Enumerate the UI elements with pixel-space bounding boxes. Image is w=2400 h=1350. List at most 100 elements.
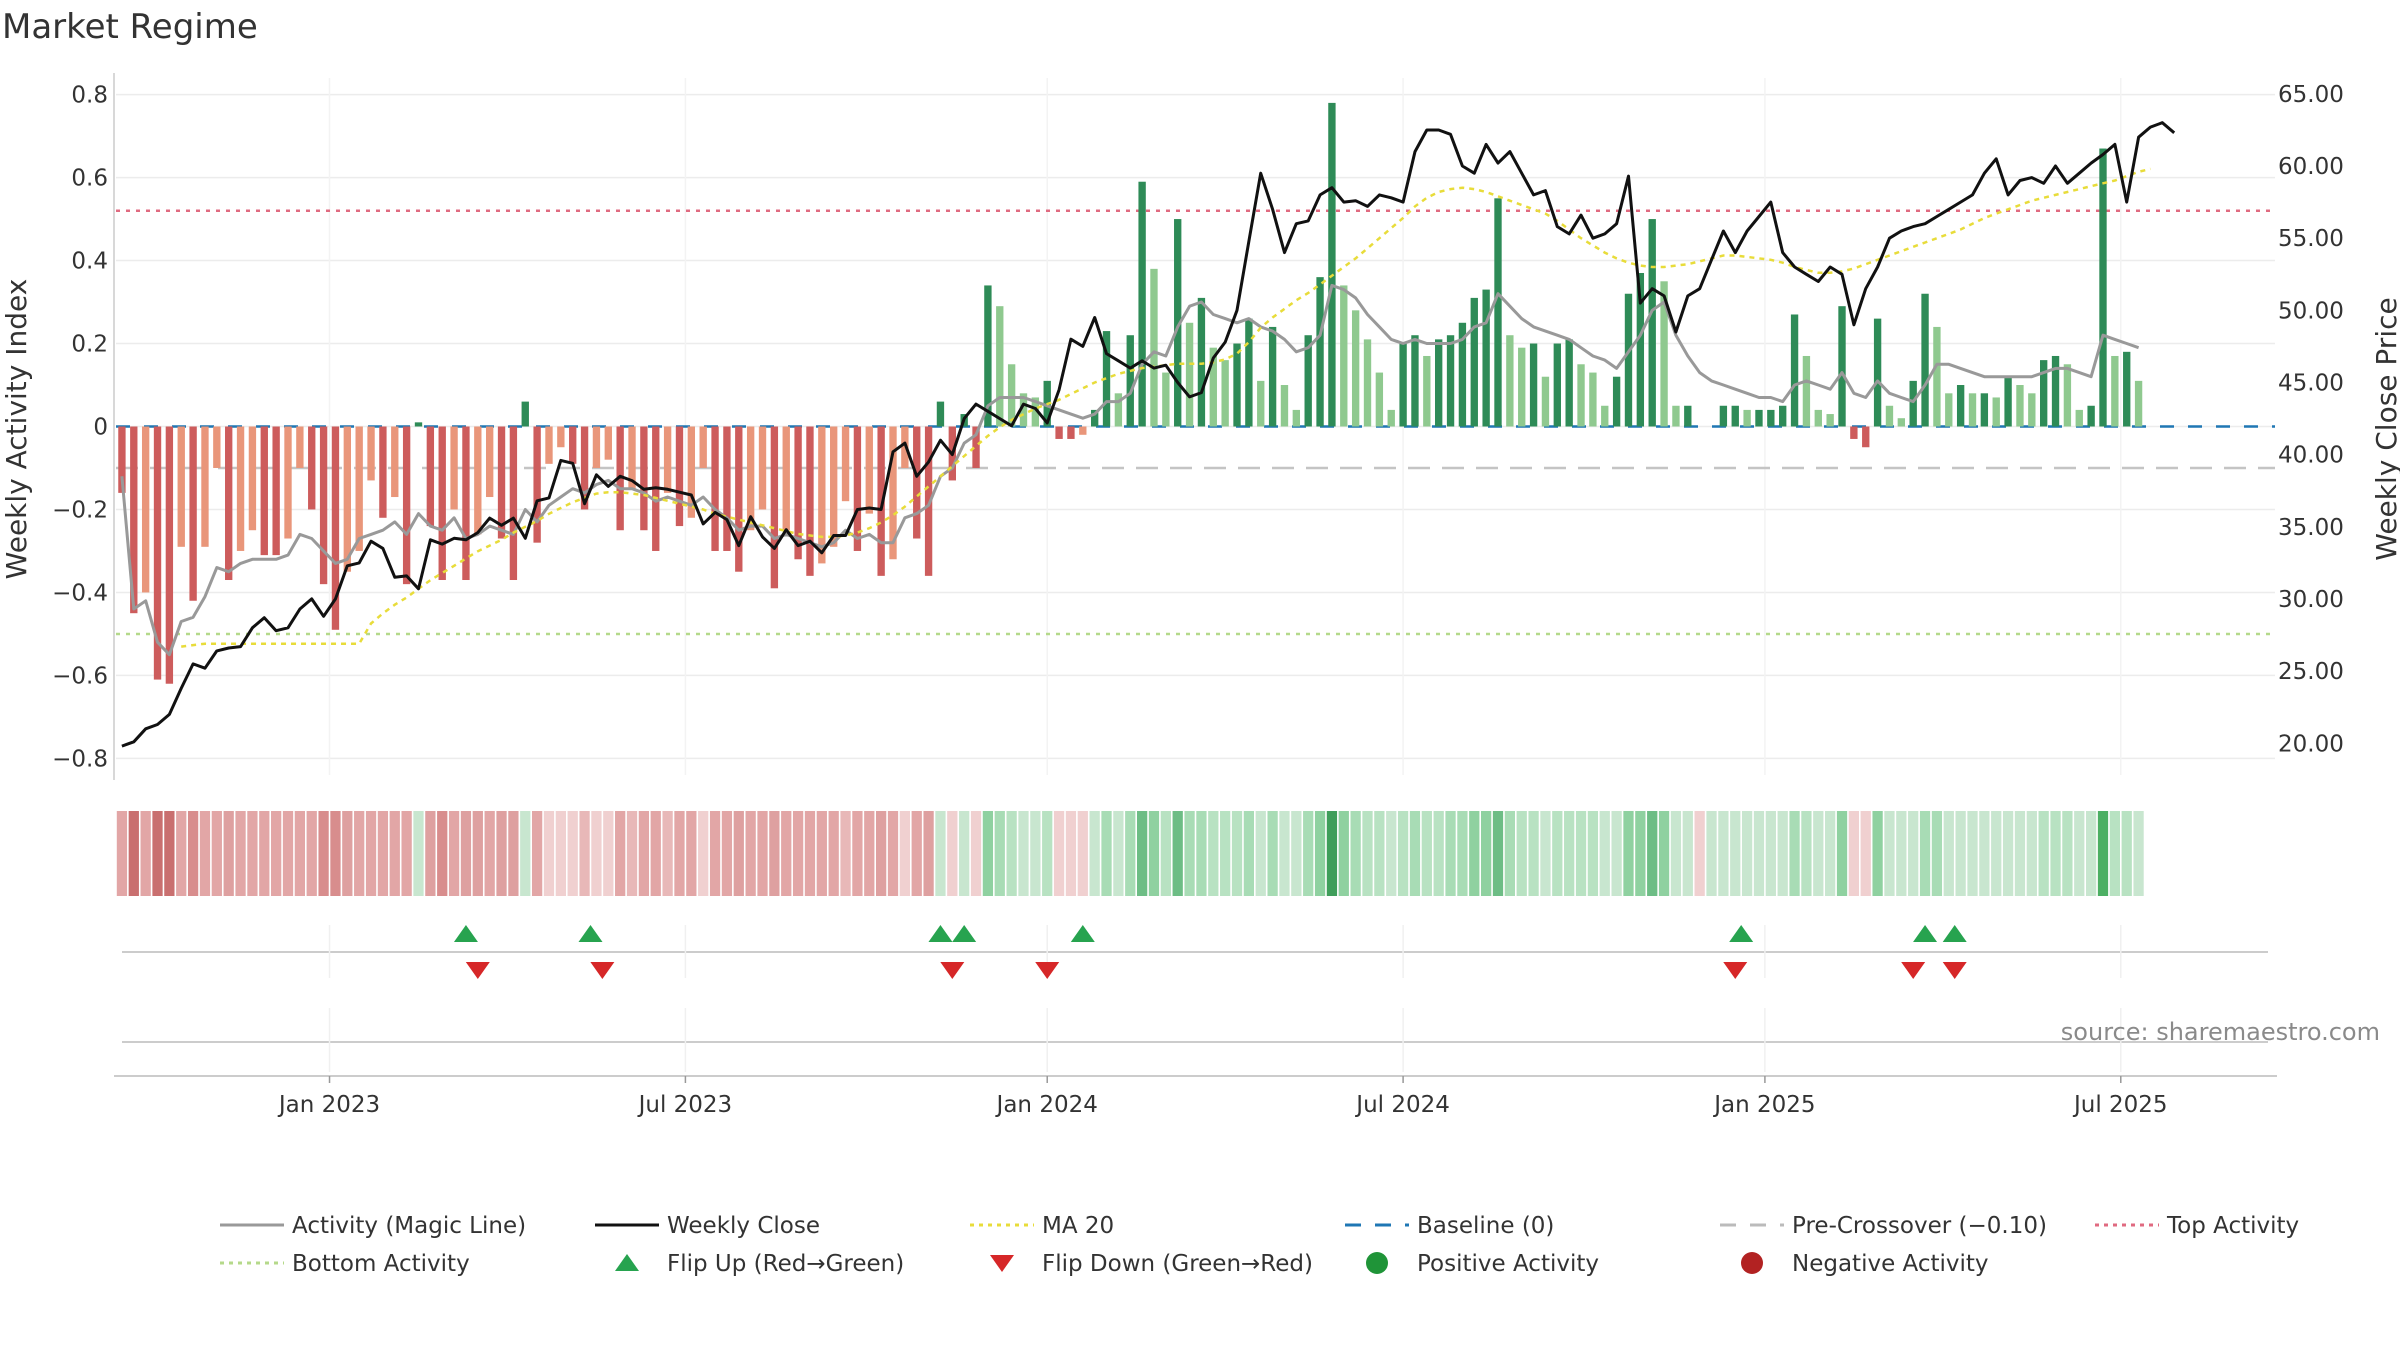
regime-cell xyxy=(2038,811,2049,896)
regime-cell xyxy=(1955,811,1966,896)
regime-cell xyxy=(211,811,222,896)
regime-cell xyxy=(579,811,590,896)
activity-bar xyxy=(1541,376,1550,427)
regime-cell xyxy=(116,811,128,896)
activity-bar xyxy=(1921,293,1929,427)
legend-label: Weekly Close xyxy=(667,1213,820,1239)
activity-bar xyxy=(1292,409,1301,427)
regime-cell xyxy=(757,811,768,896)
activity-bar xyxy=(1399,343,1407,427)
legend-item: Bottom Activity xyxy=(220,1251,470,1277)
activity-bar xyxy=(604,426,612,460)
activity-bar xyxy=(1565,339,1573,427)
y-right-tick-label: 50.00 xyxy=(2278,298,2344,324)
activity-bar xyxy=(1067,426,1075,439)
activity-bar xyxy=(213,426,221,468)
regime-cell xyxy=(1101,811,1112,896)
regime-cell xyxy=(1919,811,1931,896)
flip-down-marker xyxy=(590,962,615,979)
legend-label: MA 20 xyxy=(1042,1213,1114,1239)
regime-cell xyxy=(1552,811,1563,896)
regime-cell xyxy=(1160,811,1171,896)
activity-bar xyxy=(1933,326,1941,427)
regime-cell xyxy=(1789,811,1800,896)
activity-bar xyxy=(2099,148,2107,427)
activity-bar xyxy=(557,426,565,448)
y-left-tick-label: −0.2 xyxy=(52,497,108,523)
activity-bar xyxy=(1209,347,1217,427)
series-lines xyxy=(120,121,2176,748)
regime-cell xyxy=(401,811,412,896)
activity-bar xyxy=(569,426,577,464)
legend-swatch xyxy=(1741,1252,1763,1274)
regime-cell xyxy=(1445,811,1456,896)
regime-cell xyxy=(1611,811,1622,896)
regime-cell xyxy=(567,811,578,896)
regime-cell xyxy=(448,811,460,896)
activity-bar xyxy=(379,426,387,518)
regime-cell xyxy=(1587,811,1599,896)
activity-bar xyxy=(260,426,268,556)
activity-bar xyxy=(924,426,933,576)
activity-bar xyxy=(533,426,541,543)
activity-bar xyxy=(414,422,423,427)
regime-cell xyxy=(1338,811,1349,896)
activity-bar xyxy=(189,426,197,601)
axes: 0.8 0.6 0.4 0.2 0 −0.2 −0.4 −0.6 −0.8 65.00 60.00 5… xyxy=(52,73,2344,780)
regime-cell xyxy=(2074,811,2085,896)
activity-bar xyxy=(545,426,553,464)
activity-bar xyxy=(141,426,150,593)
regime-cell xyxy=(1706,811,1717,896)
regime-cell xyxy=(686,811,697,896)
regime-cell xyxy=(294,811,306,896)
regime-cell xyxy=(2062,811,2073,896)
regime-cell xyxy=(460,811,472,896)
regime-cell xyxy=(1540,811,1551,896)
regime-cell xyxy=(1481,811,1492,896)
activity-bar xyxy=(1233,343,1241,427)
regime-cell xyxy=(1836,811,1848,896)
regime-cell xyxy=(1231,811,1243,896)
x-tick-label: Jul 2025 xyxy=(2072,1092,2168,1118)
flip-up-marker xyxy=(952,925,977,942)
regime-cell xyxy=(1136,811,1148,896)
activity-bar xyxy=(770,426,779,589)
legend-label: Bottom Activity xyxy=(292,1251,470,1277)
flip-up-marker xyxy=(1729,925,1754,942)
activity-bar xyxy=(485,426,494,498)
activity-bar xyxy=(1731,405,1739,427)
legend-item: Baseline (0) xyxy=(1345,1213,1554,1239)
activity-bar xyxy=(806,426,814,576)
regime-cell xyxy=(128,811,139,896)
regime-cell xyxy=(318,811,329,896)
regime-cell xyxy=(484,811,495,896)
regime-cell xyxy=(2026,811,2037,896)
activity-bar xyxy=(509,426,518,581)
activity-bar xyxy=(1114,393,1123,427)
y-left-tick-label: 0 xyxy=(93,415,108,441)
regime-cell xyxy=(2121,811,2132,896)
regime-cell xyxy=(709,811,721,896)
activity-bar xyxy=(1494,198,1502,427)
activity-bar xyxy=(1589,372,1597,427)
legend-item: Activity (Magic Line) xyxy=(220,1213,526,1239)
regime-cell xyxy=(1504,811,1515,896)
activity-bar xyxy=(1779,405,1787,427)
regime-cell xyxy=(1350,811,1361,896)
regime-cell xyxy=(1528,811,1539,896)
regime-cell xyxy=(377,811,389,896)
activity-bar xyxy=(1482,289,1490,427)
regime-cell xyxy=(1469,811,1480,896)
regime-cell xyxy=(887,811,899,896)
activity-bar xyxy=(2111,355,2119,427)
regime-cell xyxy=(792,811,804,896)
y-left-tick-label: 0.2 xyxy=(71,332,108,358)
activity-bar xyxy=(794,426,802,560)
regime-cell xyxy=(2109,811,2120,896)
regime-cell xyxy=(1065,811,1077,896)
regime-cell xyxy=(1623,811,1634,896)
flip-down-marker xyxy=(1942,962,1967,979)
flip-up-marker xyxy=(453,925,478,942)
y-right-tick-label: 40.00 xyxy=(2278,443,2344,469)
x-tick-label: Jul 2023 xyxy=(637,1092,733,1118)
